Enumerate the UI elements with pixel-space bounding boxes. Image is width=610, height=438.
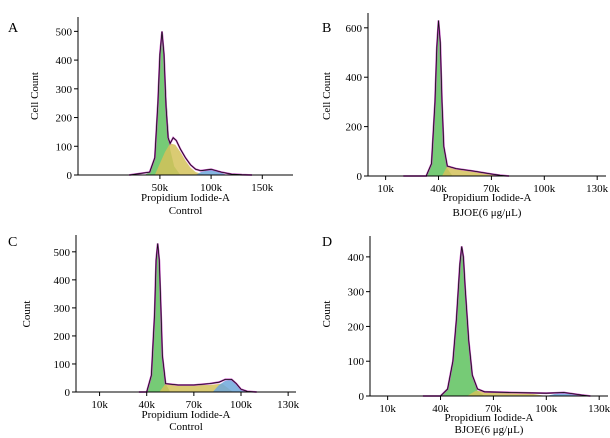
y-tick-label: 400 bbox=[348, 252, 365, 264]
x-tick-label: 40k bbox=[432, 403, 449, 415]
y-tick-label: 100 bbox=[56, 141, 73, 153]
histogram-fill-1 bbox=[144, 37, 181, 175]
panel-a: A 0 100 200 300 400 500 50k 100k 150k Propidium Io… bbox=[8, 17, 293, 217]
x-tick-label: 100k bbox=[533, 183, 556, 195]
histogram-fill-3 bbox=[546, 392, 582, 396]
x-tick-label: 50k bbox=[152, 182, 169, 194]
x-axis-title: Propidium Iodide-A bbox=[443, 192, 532, 204]
histogram-fill-2 bbox=[154, 143, 206, 175]
histogram-outline bbox=[403, 20, 510, 177]
y-tick-label: 400 bbox=[346, 72, 363, 84]
histogram-fill-1 bbox=[440, 246, 485, 396]
histogram-outline bbox=[129, 31, 253, 176]
x-tick-label: 40k bbox=[138, 399, 155, 411]
x-tick-label: 130k bbox=[588, 403, 610, 415]
y-tick-label: 300 bbox=[54, 303, 71, 315]
y-tick-label: 300 bbox=[348, 287, 365, 299]
panel-b: B 0 200 400 600 10k 40k 70k 100k 130k Propidium Io… bbox=[321, 13, 609, 219]
y-tick-label: 600 bbox=[346, 23, 363, 35]
y-tick-label: 100 bbox=[54, 359, 71, 371]
model-fit-line bbox=[422, 246, 591, 397]
y-tick-label: 400 bbox=[54, 275, 71, 287]
treatment-caption: BJOE(6 μg/μL) bbox=[453, 207, 522, 219]
treatment-caption: BJOE(6 μg/μL) bbox=[455, 424, 524, 436]
x-tick-label: 100k bbox=[535, 403, 558, 415]
x-tick-label: 10k bbox=[379, 403, 396, 415]
x-tick-label: 40k bbox=[430, 183, 447, 195]
x-tick-label: 70k bbox=[186, 399, 203, 411]
panel-letter: D bbox=[322, 235, 332, 250]
y-tick-label: 500 bbox=[56, 26, 73, 38]
x-tick-label: 130k bbox=[277, 399, 300, 411]
y-tick-label: 200 bbox=[54, 331, 71, 343]
x-tick-label: 100k bbox=[200, 182, 223, 194]
x-tick-label: 70k bbox=[485, 403, 502, 415]
y-axis-title: Cell Count bbox=[321, 72, 333, 120]
panel-letter: B bbox=[322, 21, 331, 36]
y-tick-label: 0 bbox=[357, 171, 363, 183]
y-tick-label: 200 bbox=[346, 122, 363, 134]
y-axis-title: Count bbox=[21, 301, 33, 328]
y-tick-label: 200 bbox=[56, 113, 73, 125]
x-tick-label: 150k bbox=[251, 182, 274, 194]
y-axis-title: Cell Count bbox=[29, 72, 41, 120]
y-axis-title: Count bbox=[321, 301, 333, 328]
y-tick-label: 500 bbox=[54, 247, 71, 259]
y-tick-label: 100 bbox=[348, 356, 365, 368]
x-axis-title: Propidium Iodide-A bbox=[445, 412, 534, 424]
x-tick-label: 70k bbox=[483, 183, 500, 195]
treatment-caption: Control bbox=[169, 205, 203, 217]
model-fit-line bbox=[138, 243, 257, 393]
treatment-caption: Control bbox=[169, 421, 203, 433]
x-tick-label: 130k bbox=[586, 183, 609, 195]
model-fit-line bbox=[129, 31, 253, 176]
histogram-fill-1 bbox=[146, 243, 171, 392]
panel-d: D 0 100 200 300 400 10k 40k 70k 100k 130k Propidium… bbox=[321, 235, 610, 436]
y-tick-label: 0 bbox=[65, 387, 71, 399]
histogram-outline bbox=[422, 246, 591, 397]
x-tick-label: 10k bbox=[91, 399, 108, 411]
x-axis-title: Propidium Iodide-A bbox=[142, 409, 231, 421]
y-tick-label: 0 bbox=[67, 170, 73, 182]
x-tick-label: 100k bbox=[230, 399, 253, 411]
y-tick-label: 400 bbox=[56, 55, 73, 67]
y-tick-label: 300 bbox=[56, 84, 73, 96]
y-tick-label: 200 bbox=[348, 321, 365, 333]
histogram-fill-1 bbox=[426, 20, 453, 177]
y-tick-label: 0 bbox=[359, 391, 365, 403]
histogram-fill-3 bbox=[212, 379, 248, 392]
panel-letter: C bbox=[8, 235, 17, 250]
panel-c: C 0 100 200 300 400 500 10k 40k 70k 100k 130k Propid… bbox=[8, 235, 300, 433]
model-fit-line bbox=[403, 20, 510, 177]
panel-letter: A bbox=[8, 21, 19, 36]
x-tick-label: 10k bbox=[377, 183, 394, 195]
histogram-fill-3 bbox=[195, 169, 227, 175]
x-axis-title: Propidium Iodide-A bbox=[141, 192, 230, 204]
